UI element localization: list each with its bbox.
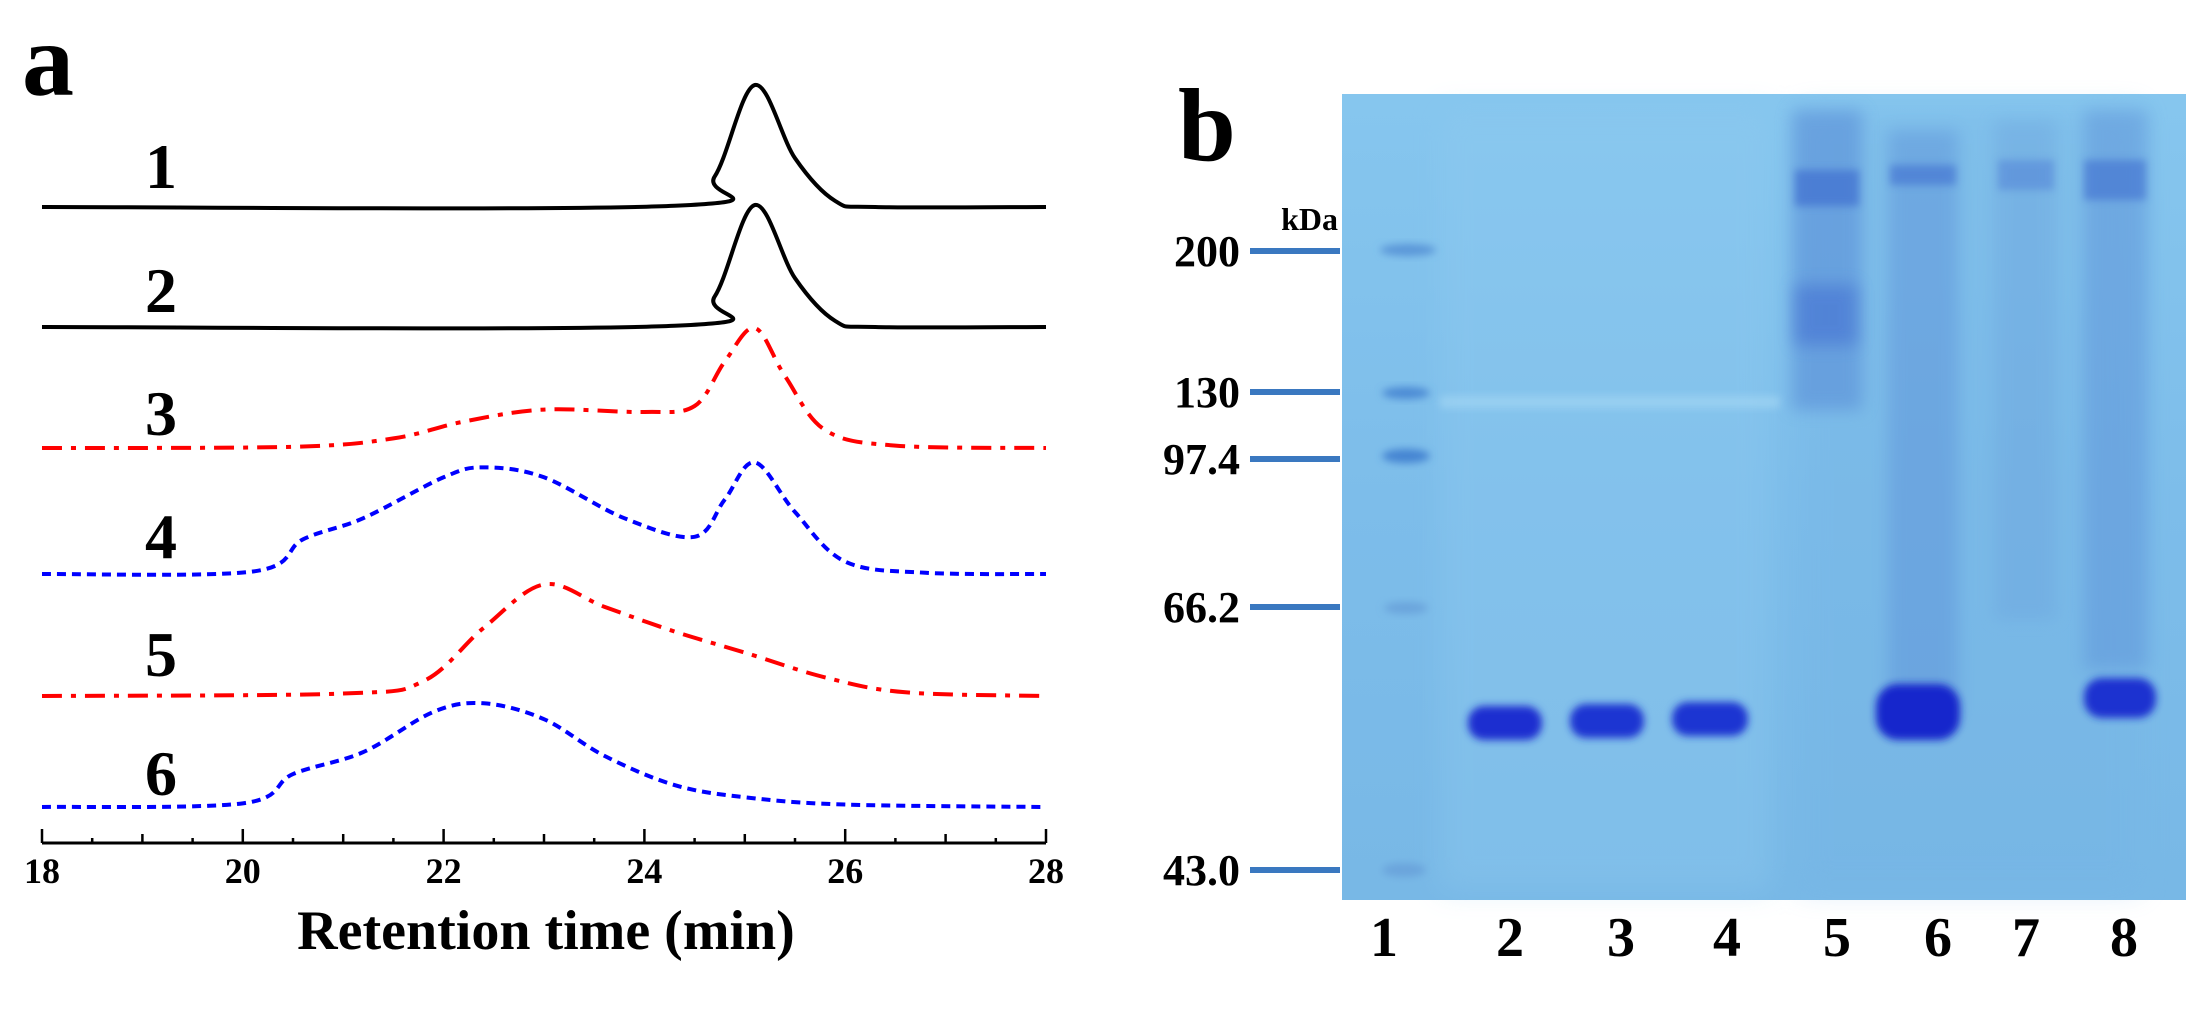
chromatogram-traces: [41, 83, 1047, 810]
lane-label-6: 6: [1924, 907, 1952, 969]
x-tick-label: 24: [626, 851, 662, 891]
trace-4: [41, 460, 1047, 577]
unit-label: kDa: [1281, 201, 1338, 237]
x-axis-ticks: 18 20 22 24 26 28: [24, 829, 1064, 891]
marker-label-97.4: 97.4: [1163, 435, 1240, 484]
x-tick-label: 28: [1028, 851, 1064, 891]
x-tick-label: 20: [225, 851, 261, 891]
x-tick-label: 26: [827, 851, 863, 891]
trace-label-6: 6: [145, 738, 177, 809]
x-axis-title: Retention time (min): [297, 900, 795, 962]
panel-a-letter: a: [22, 3, 74, 118]
panel-b-letter: b: [1178, 68, 1236, 183]
gel-lane-6-smear: [1876, 130, 1960, 740]
lane-label-5: 5: [1823, 907, 1851, 969]
trace-label-5: 5: [145, 619, 177, 690]
gel-lane-background: [1440, 110, 2140, 890]
lane-label-7: 7: [2012, 907, 2040, 969]
x-tick-label: 22: [426, 851, 462, 891]
trace-2: [41, 203, 1047, 331]
marker-label-43.0: 43.0: [1163, 846, 1240, 895]
marker-label-66.2: 66.2: [1163, 583, 1240, 632]
trace-1: [41, 83, 1047, 211]
marker-label-200: 200: [1174, 227, 1240, 276]
trace-labels: 1 2 3 4 5 6: [145, 131, 177, 809]
gel-lane-1-marker-bands: [1380, 244, 1436, 877]
trace-6: [41, 700, 1047, 810]
panel-b: b: [1163, 68, 2186, 969]
trace-label-2: 2: [145, 255, 177, 326]
trace-label-3: 3: [145, 378, 177, 449]
panel-a: a 1 2 3 4 5 6 18 20 22 24 26 28 Retention time (mi…: [22, 3, 1064, 962]
molecular-weight-markers: 200 130 97.4 66.2 43.0: [1163, 227, 1340, 895]
gel-lanes-2-4-bands: [1468, 702, 1748, 740]
trace-3: [41, 325, 1047, 450]
gel-lane-8-smear: [2084, 110, 2156, 718]
lane-label-1: 1: [1370, 907, 1398, 969]
trace-label-4: 4: [145, 501, 177, 572]
gel-lane-5-smear: [1792, 110, 1862, 410]
lane-label-4: 4: [1713, 907, 1741, 969]
trace-5: [41, 581, 1047, 698]
x-tick-label: 18: [24, 851, 60, 891]
trace-label-1: 1: [145, 131, 177, 202]
lane-label-3: 3: [1607, 907, 1635, 969]
gel-lane-7-smear: [1994, 120, 2056, 620]
gel-faint-streak: [1440, 396, 1780, 408]
lane-label-8: 8: [2110, 907, 2138, 969]
lane-label-2: 2: [1496, 907, 1524, 969]
marker-label-130: 130: [1174, 368, 1240, 417]
